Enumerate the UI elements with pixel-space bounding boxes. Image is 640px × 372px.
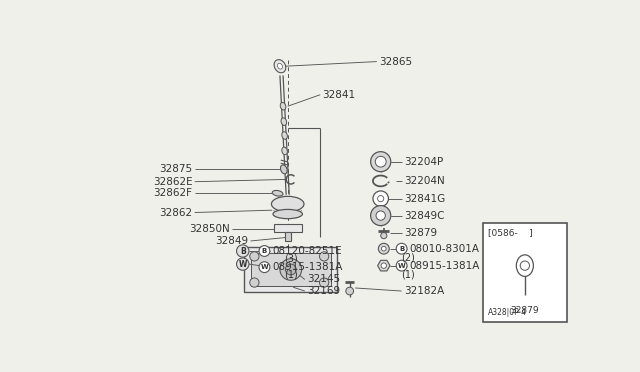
Ellipse shape [271,196,304,212]
Text: 32169: 32169 [307,286,340,296]
Text: (2): (2) [402,252,415,262]
Text: 08915-1381A: 08915-1381A [272,262,342,272]
Bar [285,232,291,241]
Circle shape [520,261,529,270]
Text: 32841: 32841 [323,90,356,100]
Ellipse shape [277,63,282,69]
Ellipse shape [273,209,303,219]
Text: 08010-8301A: 08010-8301A [410,244,479,254]
Bar [483,223,566,322]
Text: 32849C: 32849C [404,211,444,221]
Circle shape [396,243,407,254]
Circle shape [381,232,387,239]
Circle shape [371,206,391,225]
Text: 32865: 32865 [379,57,412,67]
Text: 32849: 32849 [215,236,248,246]
Circle shape [381,263,387,268]
Circle shape [376,211,385,220]
Text: W: W [260,264,268,270]
Circle shape [396,260,407,271]
Text: 32204N: 32204N [404,176,445,186]
Text: 32875: 32875 [159,164,193,174]
Circle shape [378,243,389,254]
Text: 32879: 32879 [404,228,437,237]
Circle shape [371,152,391,172]
Bar [274,224,301,232]
Text: 08120-8251E: 08120-8251E [272,246,342,256]
Text: 08915-1381A: 08915-1381A [410,261,480,271]
Text: W: W [239,260,247,269]
Ellipse shape [272,190,283,196]
Ellipse shape [274,60,286,73]
Circle shape [259,262,270,273]
Circle shape [375,156,386,167]
Text: B: B [262,248,267,254]
Text: B: B [240,247,246,256]
Circle shape [250,278,259,287]
Circle shape [237,245,249,257]
Circle shape [319,252,329,261]
Text: 32841G: 32841G [404,194,445,203]
Text: (3): (3) [284,254,298,264]
Text: 32879: 32879 [511,306,539,315]
Text: B: B [399,246,404,252]
Circle shape [285,264,296,275]
Ellipse shape [280,165,287,174]
Text: [0586-    ]: [0586- ] [488,228,532,237]
Text: 32145: 32145 [307,275,340,285]
Circle shape [259,246,270,256]
Text: A328|0P·4: A328|0P·4 [488,308,527,317]
Ellipse shape [516,255,533,276]
Text: 32850N: 32850N [189,224,230,234]
Circle shape [237,258,249,270]
Circle shape [378,196,384,202]
Text: (1): (1) [402,269,415,279]
Circle shape [280,259,301,280]
Ellipse shape [280,102,286,110]
Ellipse shape [282,132,287,139]
Text: 32182A: 32182A [404,286,444,296]
Polygon shape [378,260,390,271]
Text: (1): (1) [284,270,298,280]
Circle shape [250,252,259,261]
Bar [244,247,337,292]
Text: 32204P: 32204P [404,157,443,167]
Bar [250,253,331,286]
Ellipse shape [282,147,287,155]
Text: 32862F: 32862F [154,188,193,198]
Circle shape [381,246,386,251]
Text: 32862: 32862 [159,208,193,218]
Circle shape [346,287,353,295]
Ellipse shape [281,118,287,125]
Text: 32862E: 32862E [153,177,193,187]
Circle shape [373,191,388,206]
Circle shape [319,278,329,287]
Text: W: W [397,263,406,269]
